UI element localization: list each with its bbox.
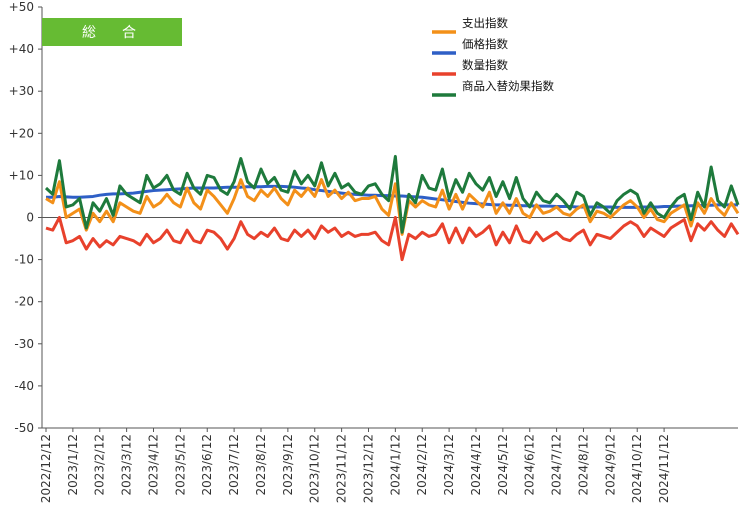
x-tick-label: 2024/5/12 [496, 434, 510, 496]
x-tick-label: 2024/4/12 [469, 434, 483, 496]
y-tick-label: +40 [9, 42, 34, 56]
x-tick-label: 2024/7/12 [550, 434, 564, 496]
series-line-0 [45, 178, 740, 236]
x-tick-label: 2023/2/12 [93, 434, 107, 496]
y-tick-label: -30 [14, 337, 34, 351]
legend-label-3: 商品入替効果指数 [462, 79, 554, 93]
y-tick-label: -10 [14, 253, 34, 267]
series-line-3 [44, 154, 740, 234]
x-tick-label: 2023/1/12 [66, 434, 80, 496]
series-line-2 [45, 216, 740, 262]
x-axis-ticks: 2022/12/12 2023/1/12 2023/2/12 2023/3/12 202… [39, 428, 671, 503]
legend-label-2: 数量指数 [462, 58, 508, 72]
x-tick-label: 2024/3/12 [442, 434, 456, 496]
x-tick-label: 2022/12/12 [39, 434, 53, 503]
x-tick-label: 2023/9/12 [281, 434, 295, 496]
y-tick-label: +20 [9, 126, 34, 140]
x-tick-label: 2024/11/12 [657, 434, 671, 503]
x-tick-label: 2024/6/12 [523, 434, 537, 496]
x-tick-label: 2023/8/12 [254, 434, 268, 496]
y-tick-label: -50 [14, 421, 34, 435]
x-tick-label: 2023/6/12 [200, 434, 214, 496]
y-tick-label: 0 [26, 211, 34, 225]
title-badge: 総 合 [42, 18, 182, 46]
x-tick-label: 2024/9/12 [603, 434, 617, 496]
x-tick-label: 2023/10/12 [308, 434, 322, 503]
x-tick-label: 2023/11/12 [335, 434, 349, 503]
legend-label-0: 支出指数 [462, 16, 508, 30]
y-tick-label: +10 [9, 168, 34, 182]
x-tick-label: 2024/10/12 [630, 434, 644, 503]
x-tick-label: 2023/5/12 [173, 434, 187, 496]
x-tick-label: 2024/1/12 [388, 434, 402, 496]
y-tick-label: -20 [14, 295, 34, 309]
legend-label-1: 価格指数 [462, 37, 508, 51]
y-axis-ticks: +50 +40 +30 +20 +10 0 -10 -20 -30 -40 -50 [9, 0, 42, 435]
x-tick-label: 2024/2/12 [415, 434, 429, 496]
y-tick-label: +30 [9, 84, 34, 98]
title-badge-box [42, 18, 182, 46]
y-tick-label: +50 [9, 0, 34, 14]
title-badge-text: 総 合 [82, 25, 142, 41]
series-layer [44, 154, 740, 262]
x-tick-label: 2023/12/12 [361, 434, 375, 503]
x-tick-label: 2024/8/12 [576, 434, 590, 496]
y-tick-label: -40 [14, 379, 34, 393]
x-tick-label: 2023/3/12 [120, 434, 134, 496]
x-tick-label: 2023/4/12 [146, 434, 160, 496]
x-tick-label: 2023/7/12 [227, 434, 241, 496]
